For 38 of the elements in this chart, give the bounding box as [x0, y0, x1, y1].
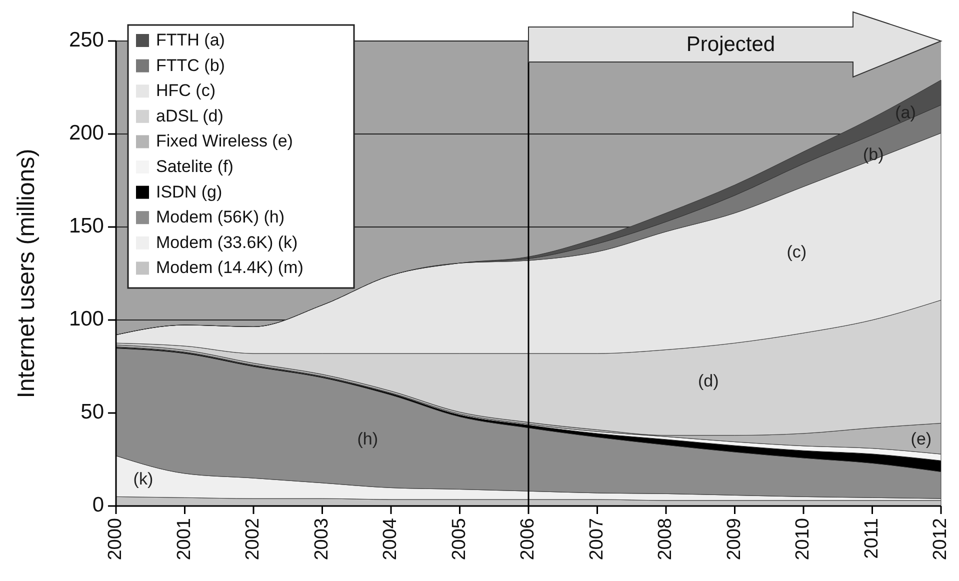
annotation: (k): [133, 469, 154, 488]
legend-label: FTTC (b): [156, 56, 225, 75]
annotation: Projected: [686, 33, 776, 56]
x-tick-label: 2012: [930, 518, 952, 560]
x-tick-label: 2003: [311, 518, 332, 560]
legend-label: ISDN (g): [156, 182, 222, 202]
y-tick-label: 250: [68, 28, 104, 52]
x-tick-label: 2005: [448, 518, 470, 560]
x-tick-label: 2009: [724, 518, 745, 560]
annotation: (h): [357, 429, 378, 448]
x-tick-label: 2011: [861, 518, 882, 559]
y-tick-label: 100: [68, 308, 104, 331]
annotation: (d): [698, 371, 719, 390]
legend-label: Modem (14.4K) (m): [156, 258, 304, 278]
y-tick-label: 0: [92, 494, 104, 517]
x-tick-label: 2002: [242, 518, 264, 560]
x-tick-label: 2008: [655, 518, 676, 560]
x-tick-label: 2010: [792, 518, 814, 560]
y-axis-title: Internet users (millions): [13, 148, 40, 398]
y-tick-label: 200: [68, 122, 104, 145]
legend-label: Modem (56K) (h): [156, 208, 284, 227]
x-tick-label: 2004: [380, 518, 402, 560]
legend-label: HFC (c): [156, 81, 216, 100]
legend-label: FTTH (a): [156, 30, 225, 50]
x-tick-label: 2007: [586, 518, 608, 560]
x-tick-label: 2006: [518, 518, 539, 560]
annotation: (b): [862, 144, 884, 164]
annotation: (e): [910, 429, 932, 448]
x-tick-label: 2000: [105, 518, 126, 560]
annotation: (c): [786, 242, 807, 262]
y-tick-label: 50: [80, 400, 104, 424]
legend-label: Fixed Wireless (e): [156, 132, 293, 151]
legend-label: Modem (33.6K) (k): [156, 232, 298, 252]
annotation: (a): [895, 103, 916, 122]
x-tick-label: 2001: [174, 518, 195, 560]
legend-label: aDSL (d): [156, 106, 224, 126]
legend-label: Satelite (f): [156, 156, 234, 176]
y-tick-label: 150: [68, 214, 104, 238]
